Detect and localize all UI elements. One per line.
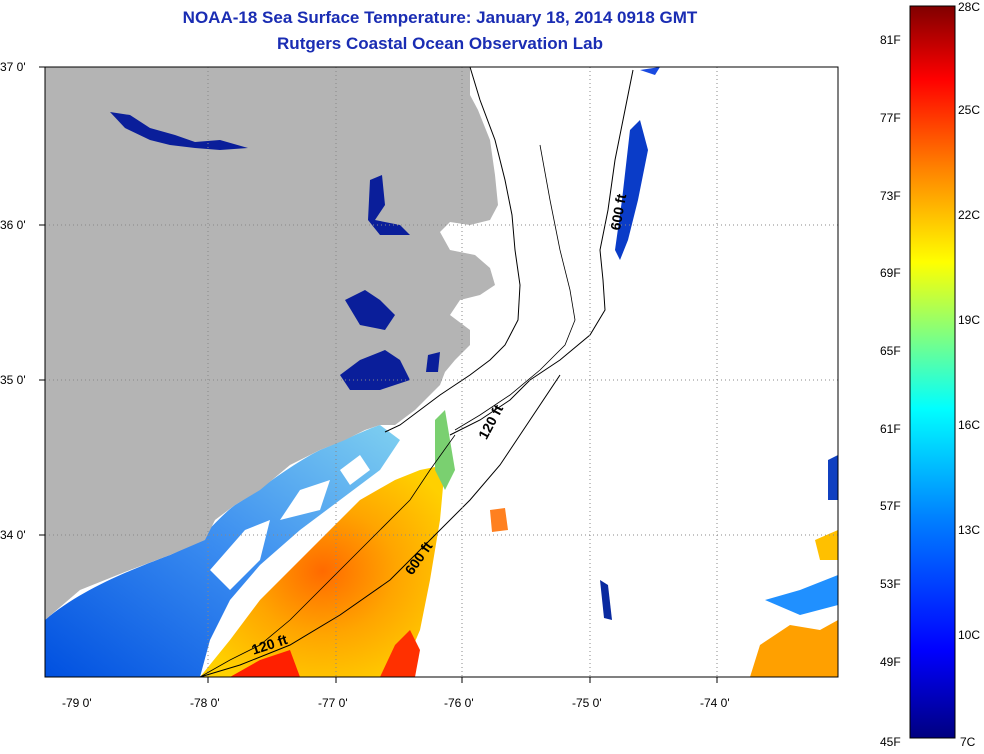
sst-gulf-stream-warm [200,465,445,677]
cb-f-73: 73F [880,189,901,203]
contour-120ft-mid-line [454,144,576,431]
cb-f-57: 57F [880,499,901,513]
cb-c-10: 10C [958,628,981,642]
lon-tick-77: -77 0' [318,696,348,710]
sst-east-edge [828,455,838,500]
sst-hot-patch [230,650,300,677]
cb-f-81: 81F [880,33,901,47]
sst-se-warm [750,620,838,677]
barrier-island-coast [384,66,521,433]
lon-tick-76: -76 0' [444,696,474,710]
lat-tick-35: 35 0' [0,373,26,387]
map-title: NOAA-18 Sea Surface Temperature: January… [182,8,698,27]
lon-tick-75: -75 0' [572,696,602,710]
sst-patch-2 [435,410,455,490]
lon-tick-79: -79 0' [62,696,92,710]
colorbar [909,5,956,739]
sst-se-cool [765,575,838,615]
cb-f-69: 69F [880,266,901,280]
cb-f-49: 49F [880,655,901,669]
sst-patch-3 [600,580,612,620]
lat-tick-37: 37 0' [0,60,26,74]
contour-120ft-south-line [199,434,456,678]
map-subtitle: Rutgers Coastal Ocean Observation Lab [277,34,603,53]
cb-c-7: 7C [960,735,976,749]
cb-c-13: 13C [958,523,981,537]
cb-c-28: 28C [958,0,981,14]
cb-c-19: 19C [958,313,981,327]
cloud-gap-2 [280,480,330,520]
inland-water-pamlico-river [345,290,395,330]
axis-ticks [39,66,718,683]
lon-tick-74: -74 0' [700,696,730,710]
cb-c-16: 16C [958,418,981,432]
cb-f-77: 77F [880,111,901,125]
contour-600ft-north-line [449,69,634,436]
grid-lines [45,67,838,677]
lon-tick-78: -78 0' [190,696,220,710]
sst-north-strip [615,120,648,260]
cb-f-45: 45F [880,735,901,749]
inland-water-pamlico-sound [426,352,440,372]
sst-hot-patch-2 [380,630,420,677]
cb-f-61: 61F [880,422,901,436]
inland-water-albemarle-sound [368,175,410,235]
cloud-gap-3 [340,455,370,485]
lat-tick-36: 36 0' [0,218,26,232]
contour-600ft-south-line [199,374,561,678]
cloud-gap [210,520,270,590]
cb-f-53: 53F [880,577,901,591]
sst-se-warm-2 [815,530,838,560]
inland-water-albemarle-river [110,112,248,150]
sst-patch [490,508,508,532]
map-frame [44,66,839,678]
cb-c-25: 25C [958,103,981,117]
cb-f-65: 65F [880,344,901,358]
lat-tick-34: 34 0' [0,528,26,542]
sst-north-top [640,67,660,75]
cb-c-22: 22C [958,208,981,222]
